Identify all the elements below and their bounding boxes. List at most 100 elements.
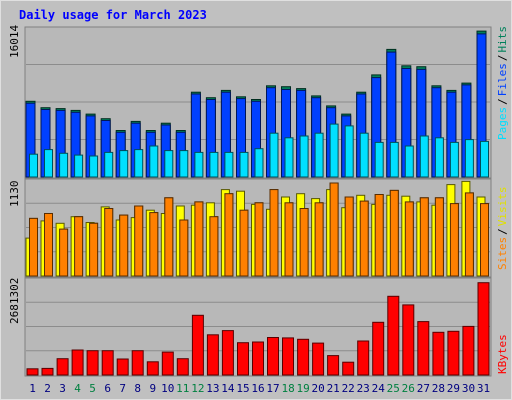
legend-kbytes: KBytes	[496, 334, 509, 374]
bar-pages	[59, 152, 69, 178]
bar-pages	[179, 150, 189, 178]
bar-pages	[404, 145, 414, 178]
bar-sites-front	[464, 192, 474, 277]
bar-sites-front	[194, 201, 204, 277]
bar-pages	[449, 141, 459, 178]
bar-sites-front	[119, 214, 129, 277]
panel-ymax-label: 1130	[8, 181, 21, 208]
bar-pages	[344, 125, 354, 178]
x-tick-label: 29	[447, 382, 460, 395]
bar-sites-front	[164, 197, 174, 277]
x-tick-label: 16	[251, 382, 264, 395]
bar-kbytes	[402, 304, 415, 376]
bar-kbytes	[26, 368, 39, 376]
legend-sites: Sites	[496, 237, 509, 270]
x-tick-label: 17	[266, 382, 279, 395]
bar-pages	[464, 139, 474, 178]
bar-pages	[74, 154, 84, 178]
x-tick-label: 10	[161, 382, 174, 395]
bar-kbytes	[101, 350, 114, 376]
bar-sites-front	[239, 209, 249, 277]
x-tick-label: 22	[342, 382, 355, 395]
x-axis-day-labels: 1 2 3 4 5 6 7 8 9 10 11 12 13 14 15 16 17 18 19 20 21 22 23 24 2…	[29, 382, 490, 395]
bar-sites-front	[434, 197, 444, 277]
bar-sites-front	[29, 217, 38, 277]
bar-sites-front	[344, 196, 354, 277]
x-tick-label: 31	[477, 382, 490, 395]
bar-sites-front	[254, 202, 264, 277]
x-tick-label: 25	[387, 382, 400, 395]
bar-kbytes	[116, 358, 129, 376]
bar-kbytes	[297, 338, 310, 376]
bar-sites-front	[179, 219, 189, 277]
panel-kbytes: 2681302 KBytes	[8, 277, 509, 377]
legend-pages: Pages	[496, 107, 509, 140]
bar-kbytes	[432, 331, 445, 376]
x-tick-label: 27	[417, 382, 430, 395]
bar-sites-front	[314, 202, 324, 277]
x-tick-label: 12	[191, 382, 204, 395]
panel-legend: Pages/Files/Hits	[496, 26, 509, 140]
x-tick-label: 3	[59, 382, 66, 395]
x-tick-label: 23	[357, 382, 370, 395]
bar-kbytes	[417, 321, 430, 376]
bar-kbytes	[282, 337, 294, 376]
panel-visits-sites: 1130 Sites /Visits	[8, 178, 509, 278]
bar-pages	[299, 135, 309, 178]
bar-pages	[254, 148, 264, 178]
x-tick-label: 8	[134, 382, 141, 395]
bar-sites-front	[134, 205, 144, 277]
bar-sites-front	[59, 228, 69, 277]
bar-kbytes	[372, 321, 385, 376]
bar-pages	[119, 150, 129, 178]
x-tick-label: 11	[176, 382, 189, 395]
bar-pages	[44, 149, 53, 178]
x-tick-label: 24	[372, 382, 386, 395]
x-tick-label: 21	[327, 382, 340, 395]
bar-pages	[434, 137, 444, 178]
bar-sites-front	[419, 197, 429, 277]
bar-kbytes	[387, 295, 400, 376]
bar-kbytes	[237, 342, 249, 376]
bar-sites-front	[224, 193, 234, 277]
panel-legend: Sites /Visits	[496, 187, 509, 271]
bar-sites-front	[449, 203, 459, 277]
bar-sites-front	[89, 222, 99, 277]
bar-pages	[374, 141, 384, 178]
bar-kbytes	[161, 351, 174, 376]
bar-pages	[149, 145, 159, 178]
bar-pages	[29, 153, 38, 178]
bar-sites-front	[374, 194, 384, 277]
x-tick-label: 15	[236, 382, 249, 395]
bar-pages	[239, 151, 249, 178]
bar-kbytes	[71, 349, 84, 376]
bar-kbytes	[206, 334, 219, 376]
bar-pages	[134, 149, 144, 178]
panel-hits-files-pages: 16014 Pages/Files/Hits	[8, 25, 509, 179]
x-tick-label: 4	[74, 382, 81, 395]
x-tick-label: 14	[221, 382, 235, 395]
x-tick-label: 1	[29, 382, 36, 395]
bar-pages	[314, 132, 324, 178]
bar-pages	[329, 123, 339, 178]
panel-ymax-label: 2681302	[8, 278, 21, 324]
bar-pages	[89, 155, 99, 178]
legend-separator: /	[496, 228, 509, 235]
bar-kbytes	[41, 367, 54, 376]
bar-sites-front	[299, 208, 309, 277]
x-tick-label: 9	[149, 382, 156, 395]
bar-kbytes	[357, 340, 370, 376]
bar-kbytes	[327, 355, 340, 376]
bar-kbytes	[146, 361, 159, 376]
bar-sites-front	[389, 189, 399, 277]
bar-sites-front	[404, 201, 414, 277]
bar-sites-front	[284, 202, 294, 277]
bar-kbytes	[342, 361, 355, 376]
bar-kbytes	[462, 325, 475, 376]
bar-sites-front	[269, 189, 279, 277]
bar-pages	[284, 137, 294, 178]
bar-kbytes	[267, 337, 279, 376]
bar-sites-front	[104, 208, 114, 277]
